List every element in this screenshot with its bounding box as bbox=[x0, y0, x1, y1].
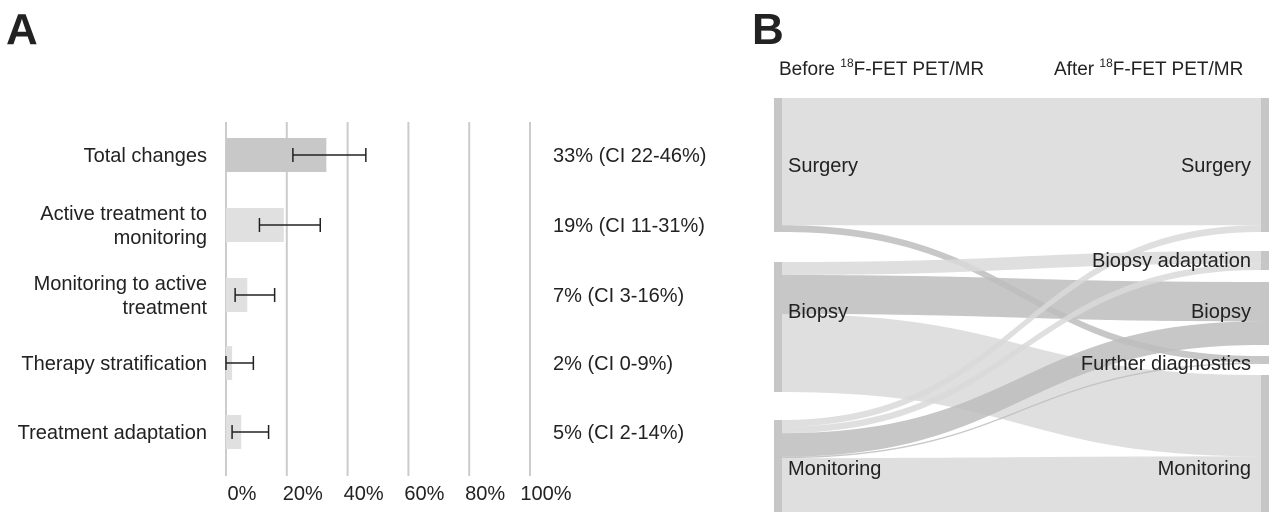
sankey-label-biopsy_adapt: Biopsy adaptation bbox=[1092, 250, 1251, 272]
value-label-2: 7% (CI 3-16%) bbox=[553, 285, 684, 307]
x-tick-label-20: 20% bbox=[283, 483, 323, 505]
x-tick-label-0: 0% bbox=[228, 483, 257, 505]
value-label-1: 19% (CI 11-31%) bbox=[553, 215, 705, 237]
bar-chart-gridlines bbox=[225, 122, 531, 476]
sankey-flow-monitoring_b-to-biopsy_adapt bbox=[782, 263, 1261, 434]
error-bar-4 bbox=[231, 425, 270, 439]
sankey-label-surgery_b: Surgery bbox=[788, 155, 858, 177]
category-label-4: Treatment adaptation bbox=[18, 422, 207, 444]
sankey-node-biopsy_a bbox=[1261, 282, 1269, 345]
sankey-node-biopsy_adapt bbox=[1261, 251, 1269, 270]
bar-chart-value-labels: 33% (CI 22-46%) 19% (CI 11-31%) 7% (CI 3-1… bbox=[553, 145, 706, 444]
sankey-flow-monitoring_b-to-surgery_a bbox=[782, 225, 1261, 427]
sankey-flow-biopsy_b-to-biopsy_a bbox=[782, 275, 1261, 322]
value-label-4: 5% (CI 2-14%) bbox=[553, 422, 684, 444]
category-label-2: Monitoring to active treatment bbox=[34, 273, 208, 319]
sankey-node-monitoring_a bbox=[1261, 375, 1269, 512]
error-bar-0 bbox=[292, 148, 367, 162]
sankey-flows bbox=[782, 98, 1261, 512]
category-label-0: Total changes bbox=[84, 145, 207, 167]
sankey-node-biopsy_b bbox=[774, 262, 782, 392]
bar-chart-panel-a: Total changes Active treatment to monitori… bbox=[18, 122, 706, 505]
sankey-label-further_diag: Further diagnostics bbox=[1081, 353, 1251, 375]
error-bar-1 bbox=[258, 218, 321, 232]
sankey-label-monitoring_b: Monitoring bbox=[788, 458, 881, 480]
sankey-label-monitoring_a: Monitoring bbox=[1158, 458, 1251, 480]
value-label-0: 33% (CI 22-46%) bbox=[553, 145, 706, 167]
sankey-header-after: After 18F-FET PET/MR bbox=[1054, 56, 1243, 80]
category-label-1: Active treatment to monitoring bbox=[40, 203, 207, 249]
category-label-3: Therapy stratification bbox=[21, 353, 207, 375]
sankey-label-surgery_a: Surgery bbox=[1181, 155, 1251, 177]
error-bar-3 bbox=[225, 356, 255, 370]
bar-chart-x-tick-labels: 0% 20% 40% 60% 80% 100% bbox=[228, 483, 572, 505]
sankey-label-biopsy_b: Biopsy bbox=[788, 301, 848, 323]
sankey-flow-monitoring_b-to-biopsy_a bbox=[782, 321, 1261, 457]
sankey-node-surgery_a bbox=[1261, 98, 1269, 232]
sankey-node-surgery_b bbox=[774, 98, 782, 232]
sankey-panel-b: Before 18F-FET PET/MR After 18F-FET PET/… bbox=[774, 56, 1269, 512]
sankey-flow-biopsy_b-to-biopsy_adapt bbox=[782, 251, 1261, 275]
x-tick-label-100: 100% bbox=[520, 483, 571, 505]
sankey-flow-monitoring_b-to-monitoring_a bbox=[782, 456, 1261, 512]
sankey-header-before: Before 18F-FET PET/MR bbox=[779, 56, 984, 80]
sankey-flow-monitoring_b-to-further_diag bbox=[782, 362, 1261, 459]
value-label-3: 2% (CI 0-9%) bbox=[553, 353, 673, 375]
bar-chart-bars bbox=[226, 138, 327, 449]
sankey-node-labels: Surgery Biopsy Monitoring Surgery Biopsy ada… bbox=[788, 155, 1251, 480]
bar-chart-error-bars bbox=[225, 148, 367, 439]
bar-chart-category-labels: Total changes Active treatment to monitori… bbox=[18, 145, 208, 444]
sankey-nodes bbox=[774, 98, 1269, 512]
x-tick-label-80: 80% bbox=[465, 483, 505, 505]
error-bar-2 bbox=[234, 288, 276, 302]
sankey-node-monitoring_b bbox=[774, 420, 782, 512]
sankey-node-further_diag bbox=[1261, 356, 1269, 364]
x-tick-label-40: 40% bbox=[344, 483, 384, 505]
sankey-flow-surgery_b-to-surgery_a bbox=[782, 98, 1261, 226]
panel-b-letter: B bbox=[752, 5, 784, 54]
x-tick-label-60: 60% bbox=[404, 483, 444, 505]
panel-a-letter: A bbox=[6, 5, 38, 54]
sankey-label-biopsy_a: Biopsy bbox=[1191, 301, 1251, 323]
